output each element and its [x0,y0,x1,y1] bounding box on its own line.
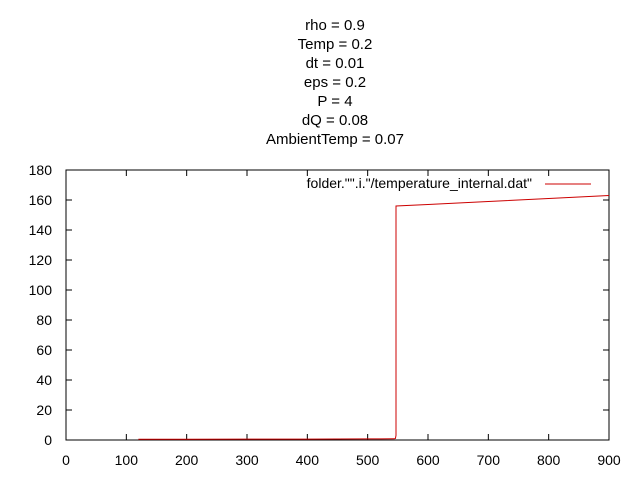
x-tick-label: 0 [62,452,70,468]
title-line: rho = 0.9 [305,17,365,34]
y-tick-label: 160 [29,192,53,208]
chart-title: rho = 0.9 Temp = 0.2 dt = 0.01 eps = 0.2 P =… [0,16,640,149]
x-tick-label: 800 [537,452,561,468]
x-tick-label: 400 [296,452,320,468]
plot-frame [65,169,610,441]
y-tick-label: 20 [36,402,52,418]
title-line: AmbientTemp = 0.07 [266,131,404,148]
y-tick-label: 100 [29,282,53,298]
x-tick-label: 700 [477,452,501,468]
y-tick-label: 120 [29,252,53,268]
title-line: P = 4 [317,93,353,110]
x-tick-label: 900 [597,452,621,468]
y-tick-label: 60 [36,342,52,358]
y-tick-label: 0 [44,432,52,448]
y-tick-label: 40 [36,372,52,388]
legend-label: folder."".i."/temperature_internal.dat" [307,175,532,191]
x-tick-label: 300 [235,452,259,468]
series-line [138,195,610,440]
x-tick-label: 500 [356,452,380,468]
x-tick-label: 600 [416,452,440,468]
x-tick-label: 200 [175,452,199,468]
y-tick-label: 180 [29,162,53,178]
y-tick-label: 140 [29,222,53,238]
title-line: dQ = 0.08 [301,112,369,129]
x-tick-label: 100 [115,452,139,468]
title-line: Temp = 0.2 [297,36,373,53]
y-tick-label: 80 [36,312,52,328]
title-line: eps = 0.2 [303,74,367,91]
title-line: dt = 0.01 [305,55,365,72]
